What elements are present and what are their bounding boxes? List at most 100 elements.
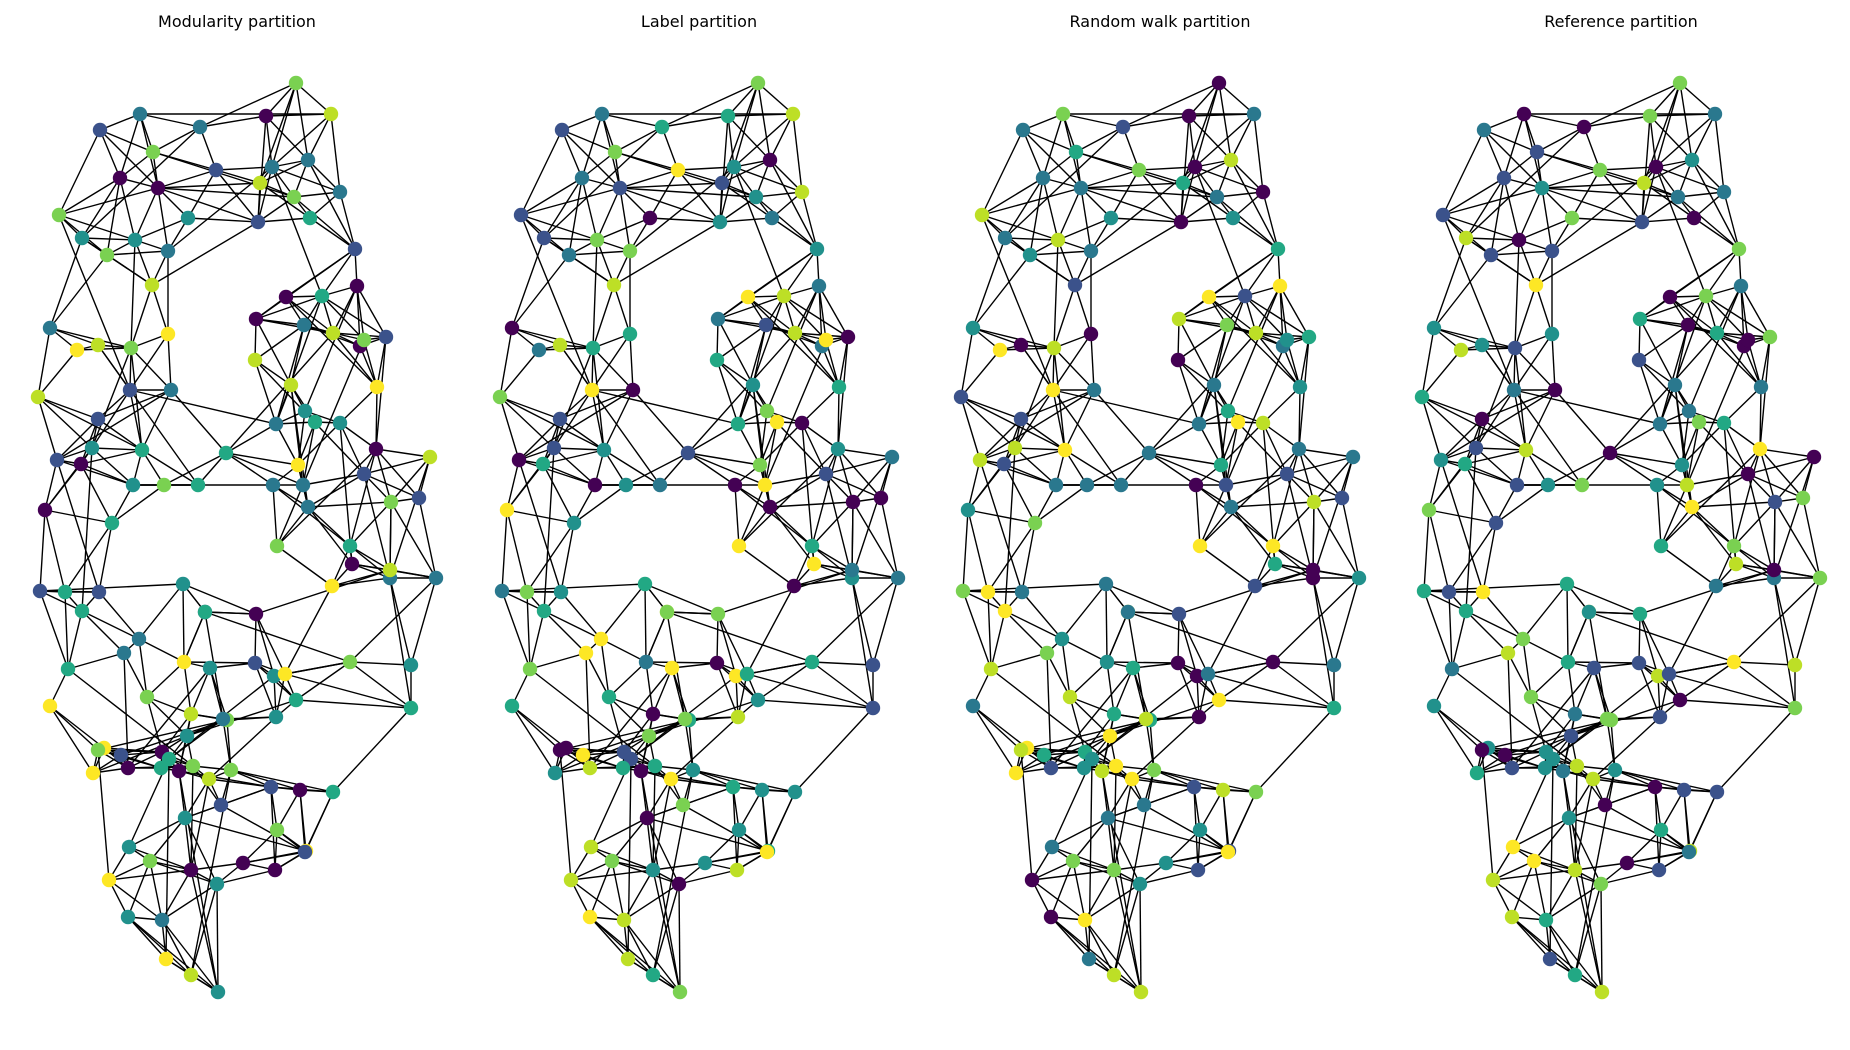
network-edge (1253, 113, 1264, 193)
network-edge (737, 423, 761, 466)
network-edge (1639, 248, 1740, 320)
network-edge (960, 396, 981, 461)
network-node (132, 106, 148, 122)
network-edge (1022, 129, 1077, 153)
network-node (356, 466, 372, 482)
network-node (1515, 631, 1531, 647)
network-edge (764, 421, 778, 486)
network-edge (1562, 770, 1603, 993)
network-edge (1014, 389, 1054, 449)
network-edge (1177, 359, 1215, 386)
network-edge (1574, 667, 1595, 715)
network-node (297, 403, 313, 419)
network-edge (646, 817, 680, 885)
network-edge (254, 324, 305, 361)
network-node (745, 377, 761, 393)
network-node (818, 332, 834, 348)
network-edge (769, 506, 815, 565)
network-node (531, 342, 547, 358)
network-node (1567, 706, 1583, 722)
network-node (209, 876, 225, 892)
network-edge (682, 804, 768, 853)
network-edge (295, 661, 351, 701)
network-edge (1715, 569, 1775, 587)
panel-modularity: Modularity partition (30, 12, 444, 1000)
network-node (731, 822, 747, 838)
network-edge (1194, 82, 1220, 168)
network-node (844, 562, 860, 578)
network-node (750, 692, 766, 708)
network-edge (590, 846, 654, 871)
network-node (171, 763, 187, 779)
network-edge (1518, 239, 1537, 286)
network-edge (1759, 448, 1776, 503)
network-node (145, 144, 161, 160)
network-node (1592, 162, 1608, 178)
network-edge (962, 509, 969, 592)
network-edge (1714, 113, 1725, 193)
network-node (1086, 382, 1102, 398)
network-edge (1093, 389, 1150, 454)
network-edge (1533, 860, 1602, 885)
network-node (51, 207, 67, 223)
network-edge (49, 327, 99, 346)
network-edge (1614, 769, 1718, 793)
network-edge (960, 349, 1001, 398)
network-edge (1660, 506, 1693, 547)
network-edge (520, 177, 583, 216)
network-edge (163, 452, 227, 486)
network-node (1753, 379, 1769, 395)
network-edge (1244, 248, 1279, 297)
network-node (1215, 782, 1231, 798)
network-node (42, 698, 58, 714)
network-node (1191, 709, 1207, 725)
network-node (266, 668, 282, 684)
network-node (267, 862, 283, 878)
network-edge (1759, 336, 1771, 450)
network-edge (678, 883, 681, 993)
network-edge (91, 447, 143, 451)
network-edge (747, 296, 840, 388)
network-node (1708, 578, 1724, 594)
network-edge (766, 791, 796, 853)
network-node (1008, 765, 1024, 781)
network-edge (811, 661, 874, 709)
network-edge (1599, 166, 1657, 171)
network-edge (49, 705, 105, 749)
network-edge (1080, 187, 1092, 252)
network-node (1453, 342, 1469, 358)
network-node (642, 210, 658, 226)
network-edge (1053, 347, 1095, 391)
network-edge (553, 347, 594, 449)
network-edge (1139, 883, 1142, 993)
network-node (368, 441, 384, 457)
network-edge (611, 860, 625, 921)
network-node (1433, 452, 1449, 468)
network-edge (1148, 452, 1222, 466)
network-edge (1659, 324, 1689, 425)
network-node (382, 562, 398, 578)
network-node (223, 762, 239, 778)
network-edge (276, 484, 304, 547)
network-node (153, 760, 169, 776)
network-edge (1165, 829, 1201, 864)
network-edge (1272, 501, 1315, 547)
network-edge (734, 484, 740, 547)
network-node (1585, 771, 1601, 787)
network-node (185, 758, 201, 774)
network-edge (332, 707, 412, 793)
network-edge (1004, 237, 1059, 241)
network-edge (1064, 449, 1122, 486)
network-node (992, 342, 1008, 358)
network-edge (1004, 447, 1016, 612)
network-edge (719, 166, 735, 223)
network-edge (1674, 384, 1700, 423)
network-node (1158, 855, 1174, 871)
network-edge (187, 169, 217, 219)
network-edge (1514, 284, 1537, 349)
network-edge (1227, 285, 1281, 412)
network-edge (704, 829, 740, 864)
network-edge (972, 237, 1006, 329)
network-edge (1180, 217, 1234, 223)
network-edge (506, 459, 520, 511)
